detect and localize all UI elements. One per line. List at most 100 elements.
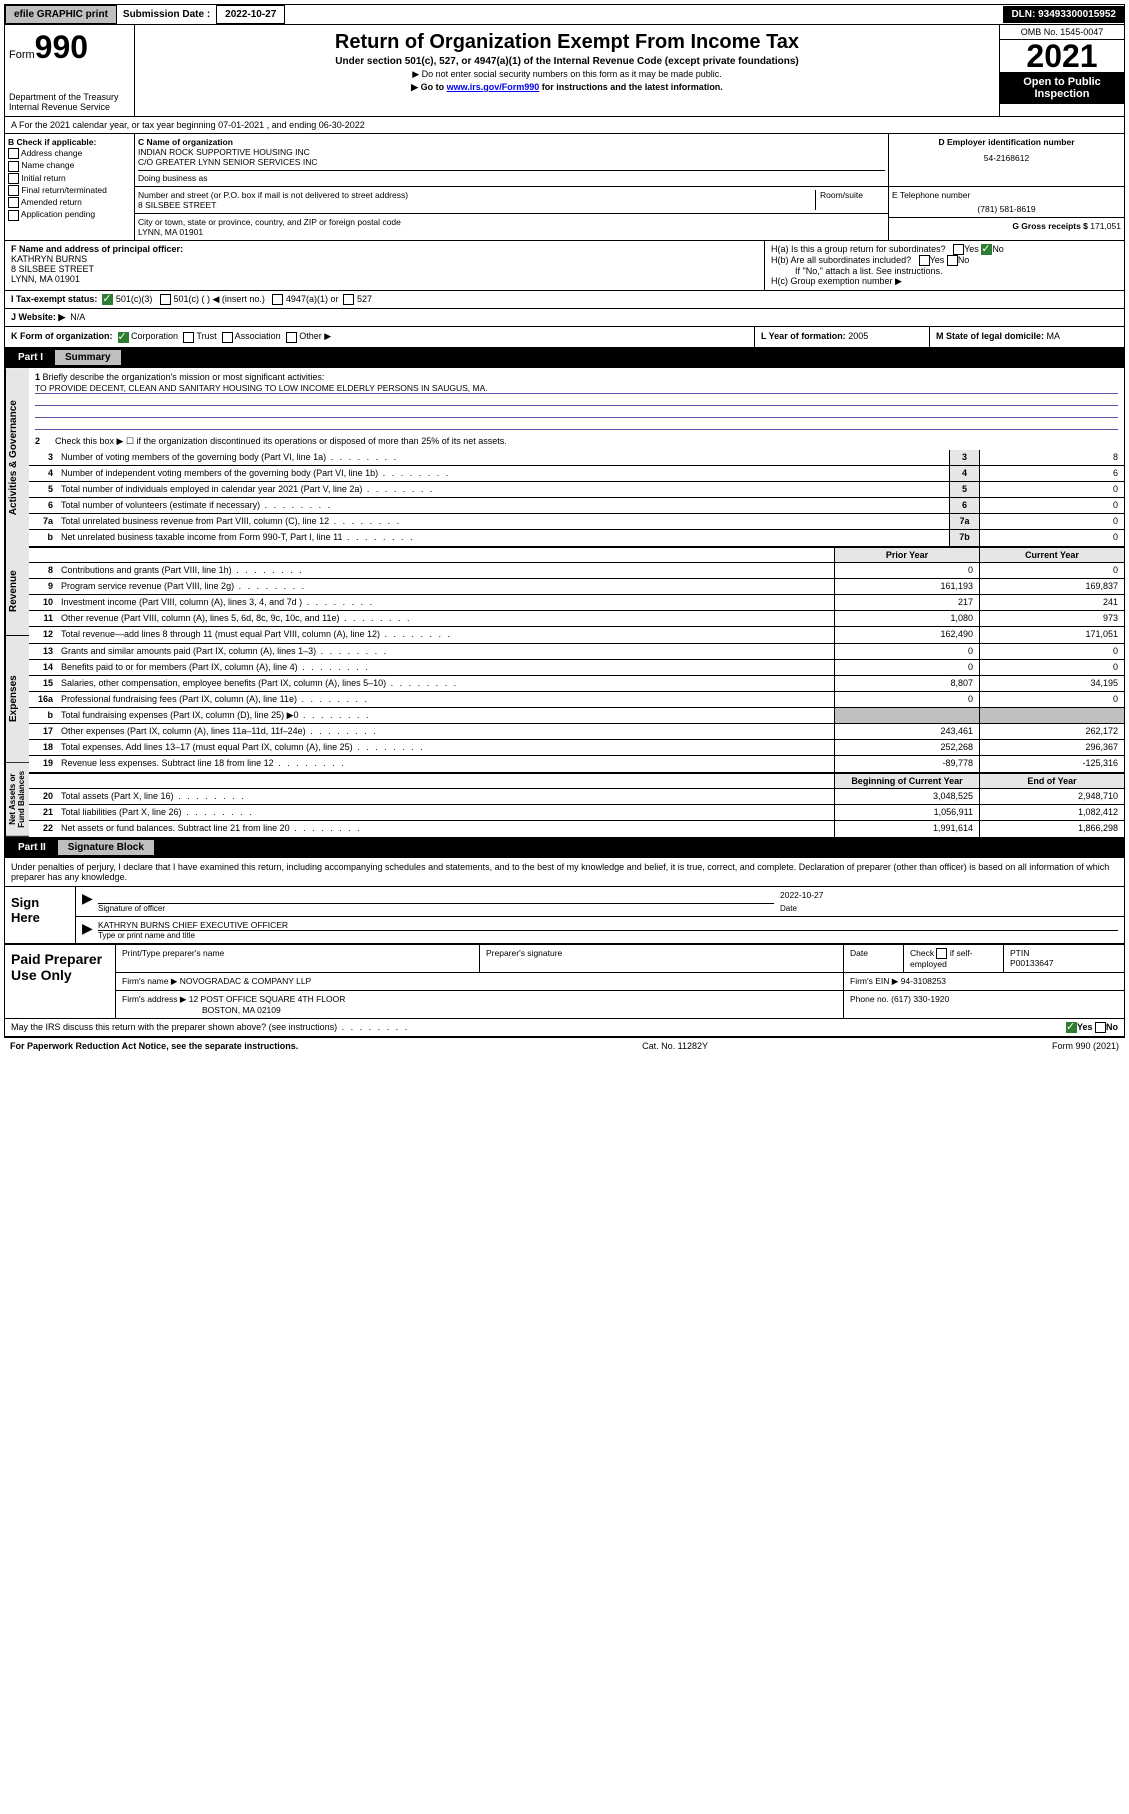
- sidetab-activities: Activities & Governance: [5, 368, 29, 547]
- form-subtitle: Under section 501(c), 527, or 4947(a)(1)…: [141, 56, 993, 67]
- irs-link[interactable]: www.irs.gov/Form990: [447, 82, 540, 92]
- chk-initial[interactable]: Initial return: [8, 173, 131, 184]
- note-ssn: ▶ Do not enter social security numbers o…: [141, 69, 993, 80]
- blank-txt: [57, 548, 834, 562]
- chk-assoc[interactable]: [222, 332, 233, 343]
- chk-527[interactable]: [343, 294, 354, 305]
- line-19: 19 Revenue less expenses. Subtract line …: [29, 756, 1124, 772]
- hdr-end: End of Year: [979, 774, 1124, 788]
- line-13: 13 Grants and similar amounts paid (Part…: [29, 644, 1124, 660]
- form-ref: Form 990 (2021): [1052, 1041, 1119, 1051]
- j-row: J Website: ▶ N/A: [5, 309, 1124, 326]
- paid-grid: Print/Type preparer's name Preparer's si…: [115, 945, 1124, 1018]
- chk-trust[interactable]: [183, 332, 194, 343]
- line-16a: 16a Professional fundraising fees (Part …: [29, 692, 1124, 708]
- hdr-prior: Prior Year: [834, 548, 979, 562]
- sig-line[interactable]: [98, 890, 774, 904]
- dept-label: Department of the Treasury Internal Reve…: [9, 92, 130, 112]
- room-label: Room/suite: [815, 190, 885, 210]
- cat-no: Cat. No. 11282Y: [298, 1041, 1052, 1051]
- section-fhijk: F Name and address of principal officer:…: [4, 241, 1125, 327]
- chk-other[interactable]: [286, 332, 297, 343]
- gross-receipts: 171,051: [1090, 221, 1121, 231]
- city-label: City or town, state or province, country…: [138, 217, 885, 227]
- chk-selfemp[interactable]: [936, 948, 947, 959]
- phone: (781) 581-8619: [892, 204, 1121, 214]
- form-title: Return of Organization Exempt From Incom…: [141, 31, 993, 54]
- i-row: I Tax-exempt status: 501(c)(3) 501(c) ( …: [5, 291, 764, 308]
- hb-no[interactable]: [947, 255, 958, 266]
- officer-printed: KATHRYN BURNS CHIEF EXECUTIVE OFFICER: [98, 920, 1118, 931]
- discuss-no[interactable]: [1095, 1022, 1106, 1033]
- line-17: 17 Other expenses (Part IX, column (A), …: [29, 724, 1124, 740]
- part1-num: Part I: [10, 352, 51, 363]
- firm-addr: Firm's address ▶ 12 POST OFFICE SQUARE 4…: [116, 991, 844, 1018]
- col-e: E Telephone number (781) 581-8619 G Gross…: [889, 187, 1124, 240]
- d-label: D Employer identification number: [892, 137, 1121, 147]
- header-right: OMB No. 1545-0047 2021 Open to Public In…: [999, 25, 1124, 116]
- chk-name[interactable]: Name change: [8, 160, 131, 171]
- mission-blank1: [35, 394, 1118, 406]
- chk-amended[interactable]: Amended return: [8, 197, 131, 208]
- sidetab-netassets: Net Assets or Fund Balances: [5, 763, 29, 837]
- efile-print-button[interactable]: efile GRAPHIC print: [5, 5, 117, 24]
- topbar: efile GRAPHIC print Submission Date : 20…: [4, 4, 1125, 25]
- form-container: efile GRAPHIC print Submission Date : 20…: [0, 0, 1129, 1058]
- prep-date-hdr: Date: [844, 945, 904, 972]
- discuss-yes[interactable]: [1066, 1022, 1077, 1033]
- chk-address[interactable]: Address change: [8, 148, 131, 159]
- paperwork-notice: For Paperwork Reduction Act Notice, see …: [10, 1041, 298, 1051]
- note-link: ▶ Go to www.irs.gov/Form990 for instruct…: [141, 82, 993, 93]
- mission-text: TO PROVIDE DECENT, CLEAN AND SANITARY HO…: [35, 382, 1118, 394]
- chk-final[interactable]: Final return/terminated: [8, 185, 131, 196]
- discuss-text: May the IRS discuss this return with the…: [11, 1022, 1066, 1033]
- chk-pending[interactable]: Application pending: [8, 209, 131, 220]
- submission-label: Submission Date :: [117, 9, 216, 20]
- part1-header: Part I Summary: [4, 348, 1125, 367]
- ptin-cell: PTINP00133647: [1004, 945, 1124, 972]
- mission-blank3: [35, 418, 1118, 430]
- ha-no[interactable]: [981, 244, 992, 255]
- line2: Check this box ▶ ☐ if the organization d…: [55, 436, 507, 448]
- chk-4947[interactable]: [272, 294, 283, 305]
- line-18: 18 Total expenses. Add lines 13–17 (must…: [29, 740, 1124, 756]
- hb-label: H(b) Are all subordinates included?: [771, 255, 911, 265]
- sign-here-label: Sign Here: [5, 887, 75, 943]
- firm-name: Firm's name ▶ NOVOGRADAC & COMPANY LLP: [116, 973, 844, 990]
- part1-title: Summary: [55, 350, 121, 365]
- line-3: 3 Number of voting members of the govern…: [29, 450, 1124, 466]
- line-b: b Net unrelated business taxable income …: [29, 530, 1124, 546]
- e-label: E Telephone number: [892, 190, 1121, 200]
- line-10: 10 Investment income (Part VIII, column …: [29, 595, 1124, 611]
- chk-corp[interactable]: [118, 332, 129, 343]
- header-left: Form990 Department of the Treasury Inter…: [5, 25, 135, 116]
- paid-label: Paid Preparer Use Only: [5, 945, 115, 1018]
- line-b: b Total fundraising expenses (Part IX, c…: [29, 708, 1124, 724]
- col-b: B Check if applicable: Address change Na…: [5, 134, 135, 240]
- address-block: Number and street (or P.O. box if mail i…: [135, 187, 889, 240]
- line-20: 20 Total assets (Part X, line 16) 3,048,…: [29, 789, 1124, 805]
- sig-date: 2022-10-27: [774, 890, 1118, 904]
- line-7a: 7a Total unrelated business revenue from…: [29, 514, 1124, 530]
- officer-addr1: 8 SILSBEE STREET: [11, 264, 758, 274]
- c-label: C Name of organization: [138, 137, 885, 147]
- sidetab-revenue: Revenue: [5, 547, 29, 636]
- sign-section: Sign Here ▶ 2022-10-27 Signature of offi…: [4, 887, 1125, 944]
- open-public: Open to Public Inspection: [1000, 72, 1124, 104]
- org-name: INDIAN ROCK SUPPORTIVE HOUSING INC: [138, 147, 885, 157]
- k-row: K Form of organization: Corporation Trus…: [5, 327, 754, 346]
- part2-title: Signature Block: [58, 840, 154, 855]
- website-value: N/A: [70, 312, 85, 322]
- chk-501c3[interactable]: [102, 294, 113, 305]
- i-spacer: [764, 291, 1124, 308]
- line-12: 12 Total revenue—add lines 8 through 11 …: [29, 627, 1124, 643]
- chk-501c[interactable]: [160, 294, 171, 305]
- ha-yes[interactable]: [953, 244, 964, 255]
- g-label: G Gross receipts $: [1012, 221, 1090, 231]
- hb-yes[interactable]: [919, 255, 930, 266]
- line-6: 6 Total number of volunteers (estimate i…: [29, 498, 1124, 514]
- blank-num: [29, 548, 57, 562]
- hb-note: If "No," attach a list. See instructions…: [771, 266, 1118, 276]
- mission-blank2: [35, 406, 1118, 418]
- street: 8 SILSBEE STREET: [138, 200, 815, 210]
